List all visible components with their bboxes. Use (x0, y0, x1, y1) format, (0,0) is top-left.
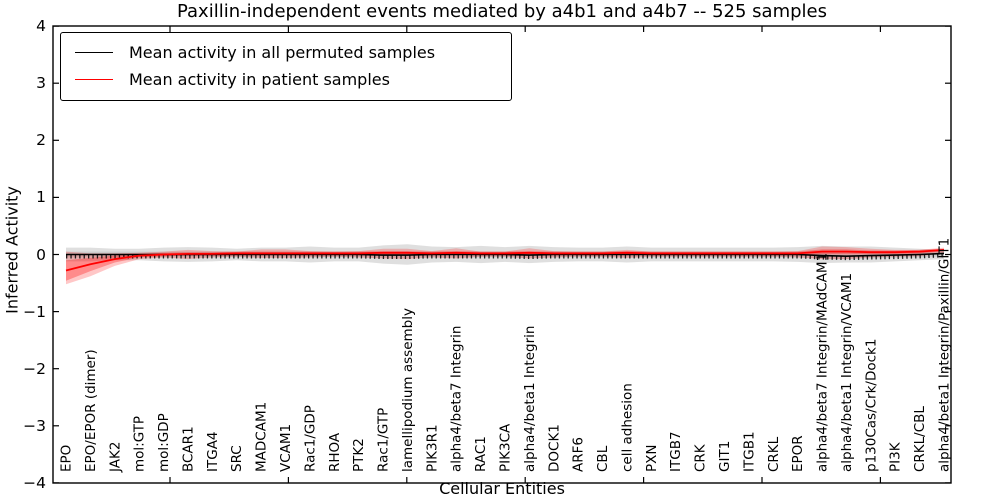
y-tick-label: −3 (23, 417, 46, 435)
x-tick-label: cell adhesion (619, 383, 635, 472)
legend-item-patient: Mean activity in patient samples (71, 66, 501, 93)
y-tick-label: −4 (23, 474, 46, 492)
x-tick-label: GIT1 (717, 441, 733, 472)
legend-label-permuted: Mean activity in all permuted samples (129, 43, 436, 62)
patient-band-outer (66, 246, 944, 285)
x-tick-label: EPOR (790, 435, 806, 472)
x-tick-labels: EPO EPO/EPOR (dimer) JAK2 mol:GTP mol:GDP BCA… (59, 238, 953, 473)
x-tick-label: PI3K (888, 441, 904, 472)
x-tick-label: ITGB7 (668, 431, 684, 472)
x-tick-label: EPO/EPOR (dimer) (83, 349, 99, 472)
permuted-line-swatch-icon (75, 52, 113, 53)
x-tick-label: MADCAM1 (254, 402, 270, 472)
x-tick-label: DOCK1 (546, 424, 562, 472)
y-tick-label: 0 (36, 246, 46, 264)
legend: Mean activity in all permuted samples Me… (60, 32, 512, 101)
legend-item-permuted: Mean activity in all permuted samples (71, 39, 501, 66)
x-tick-label: RAC1 (473, 436, 489, 472)
x-tick-label: PIK3CA (498, 423, 514, 472)
y-tick-label: 1 (36, 188, 46, 206)
x-tick-label: CRK (693, 443, 709, 472)
x-tick-label: ITGB1 (741, 431, 757, 472)
x-tick-label: ARF6 (571, 437, 587, 472)
x-tick-label: BCAR1 (180, 426, 196, 472)
x-tick-label: VCAM1 (278, 424, 294, 472)
x-tick-label: alpha4/beta1 Integrin (522, 326, 538, 472)
permuted-dash-markers (66, 253, 945, 261)
x-tick-label: ITGA4 (205, 431, 221, 472)
x-tick-label: PIK3R1 (424, 424, 440, 472)
y-tick-label: 4 (36, 17, 46, 35)
x-tick-label: JAK2 (107, 442, 123, 473)
x-tick-label: CBL (595, 445, 611, 472)
legend-label-patient: Mean activity in patient samples (129, 70, 390, 89)
x-tick-label: SRC (229, 445, 245, 472)
x-tick-label: Rac1/GDP (302, 405, 318, 472)
y-tick-label: 3 (36, 74, 46, 92)
x-tick-label: CRKL/CBL (912, 406, 928, 472)
x-tick-label: PTK2 (351, 438, 367, 472)
x-tick-label: alpha4/beta7 Integrin/MAdCAM1 (815, 253, 831, 472)
axis-ticks (53, 25, 951, 484)
x-tick-label: lamellipodium assembly (400, 308, 416, 472)
x-tick-label: RHOA (327, 432, 343, 472)
y-tick-label: −2 (23, 360, 46, 378)
chart-title: Paxillin-independent events mediated by … (176, 1, 827, 22)
patient-mean-line (65, 249, 945, 272)
y-tick-label: −1 (23, 303, 46, 321)
x-tick-label: p130Cas/Crk/Dock1 (863, 339, 879, 472)
x-tick-label: alpha4/beta1 Integrin/Paxillin/GIT1 (937, 238, 953, 472)
x-tick-label: mol:GTP (132, 416, 148, 472)
y-tick-label: 2 (36, 131, 46, 149)
x-tick-label: Rac1/GTP (376, 408, 392, 472)
patient-line-swatch-icon (75, 79, 113, 80)
x-tick-label: PXN (644, 445, 660, 473)
x-tick-label: alpha4/beta7 Integrin (449, 326, 465, 472)
x-axis-label: Cellular Entities (439, 479, 565, 498)
x-tick-label: mol:GDP (156, 413, 172, 472)
x-tick-label: EPO (59, 445, 75, 472)
x-tick-label: CRKL (766, 436, 782, 472)
x-tick-label: alpha4/beta1 Integrin/VCAM1 (839, 273, 855, 472)
